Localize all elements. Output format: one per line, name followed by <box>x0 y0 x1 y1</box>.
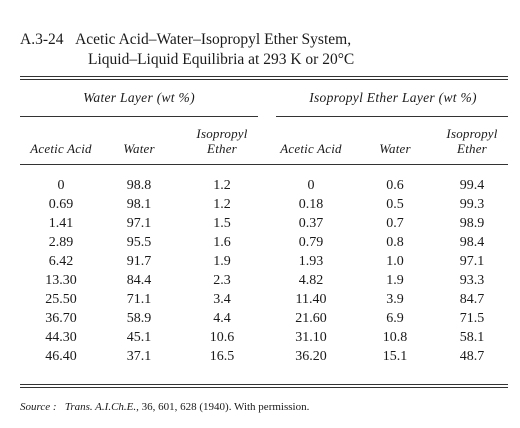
group-rule-ether <box>276 116 508 117</box>
cell-acetic-acid-ether-layer: 0 <box>307 178 315 193</box>
cell-water-water-layer: 45.1 <box>126 330 152 345</box>
cell-ether-ether-layer: 84.7 <box>459 292 485 307</box>
cell-ether-ether-layer: 98.9 <box>459 216 485 231</box>
column-header-water-ether-layer: Water <box>379 141 411 156</box>
cell-ether-water-layer: 16.5 <box>209 349 235 364</box>
cell-acetic-acid-ether-layer: 0.18 <box>298 197 324 212</box>
cell-ether-ether-layer: 93.3 <box>459 273 485 288</box>
cell-acetic-acid-ether-layer: 11.40 <box>295 292 327 307</box>
cell-ether-water-layer: 1.2 <box>213 178 231 193</box>
source-citation: 36, 601, 628 (1940). With permission. <box>141 401 310 413</box>
cell-water-ether-layer: 0.5 <box>386 197 404 212</box>
cell-water-water-layer: 95.5 <box>126 235 152 250</box>
cell-acetic-acid-ether-layer: 31.10 <box>295 330 327 345</box>
cell-water-water-layer: 91.7 <box>126 254 152 269</box>
bottom-rule <box>20 384 508 385</box>
cell-acetic-acid-ether-layer: 0.79 <box>298 235 324 250</box>
cell-acetic-acid-water-layer: 1.41 <box>48 216 74 231</box>
table-row: 44.30 45.1 10.6 31.10 10.8 58.1 <box>20 330 508 349</box>
top-rule-2 <box>20 79 508 80</box>
top-rule <box>20 76 508 77</box>
table-row: 25.50 71.1 3.4 11.40 3.9 84.7 <box>20 292 508 311</box>
cell-ether-ether-layer: 99.4 <box>459 178 485 193</box>
cell-water-water-layer: 97.1 <box>126 216 152 231</box>
cell-acetic-acid-water-layer: 13.30 <box>45 273 77 288</box>
table-row: 6.42 91.7 1.9 1.93 1.0 97.1 <box>20 254 508 273</box>
cell-ether-water-layer: 1.6 <box>213 235 231 250</box>
column-header-water-water-layer: Water <box>123 141 155 156</box>
cell-ether-water-layer: 10.6 <box>209 330 235 345</box>
table-number: A.3-24 <box>20 31 64 48</box>
title-line-2: Liquid–Liquid Equilibria at 293 K or 20°… <box>88 51 355 68</box>
cell-ether-water-layer: 3.4 <box>213 292 231 307</box>
cell-water-water-layer: 58.9 <box>126 311 152 326</box>
column-header-ether-water-layer: Isopropyl Ether <box>196 126 248 156</box>
cell-acetic-acid-water-layer: 25.50 <box>45 292 77 307</box>
source-journal: Trans. A.I.Ch.E., <box>64 401 139 413</box>
cell-ether-ether-layer: 98.4 <box>459 235 485 250</box>
cell-ether-ether-layer: 99.3 <box>459 197 485 212</box>
cell-water-ether-layer: 10.8 <box>382 330 408 345</box>
cell-acetic-acid-ether-layer: 36.20 <box>295 349 327 364</box>
cell-water-ether-layer: 0.6 <box>386 178 404 193</box>
cell-water-water-layer: 98.1 <box>126 197 152 212</box>
cell-water-ether-layer: 1.0 <box>386 254 404 269</box>
table-row: 0.69 98.1 1.2 0.18 0.5 99.3 <box>20 197 508 216</box>
table-row: 1.41 97.1 1.5 0.37 0.7 98.9 <box>20 216 508 235</box>
cell-ether-ether-layer: 71.5 <box>459 311 485 326</box>
title-line-1: A.3-24 Acetic Acid–Water–Isopropyl Ether… <box>20 30 354 50</box>
table-row: 46.40 37.1 16.5 36.20 15.1 48.7 <box>20 349 508 368</box>
cell-acetic-acid-water-layer: 6.42 <box>48 254 74 269</box>
table-row: 36.70 58.9 4.4 21.60 6.9 71.5 <box>20 311 508 330</box>
cell-ether-water-layer: 1.9 <box>213 254 231 269</box>
cell-acetic-acid-ether-layer: 4.82 <box>298 273 324 288</box>
bottom-rule-2 <box>20 387 508 388</box>
cell-ether-water-layer: 4.4 <box>213 311 231 326</box>
cell-ether-ether-layer: 97.1 <box>459 254 485 269</box>
column-header-acetic-acid-ether-layer: Acetic Acid <box>280 141 342 156</box>
cell-water-water-layer: 37.1 <box>126 349 152 364</box>
cell-water-ether-layer: 0.7 <box>386 216 404 231</box>
cell-acetic-acid-water-layer: 2.89 <box>48 235 74 250</box>
group-rule-water <box>20 116 258 117</box>
cell-acetic-acid-ether-layer: 0.37 <box>298 216 324 231</box>
table-title: A.3-24 Acetic Acid–Water–Isopropyl Ether… <box>20 30 354 70</box>
cell-water-water-layer: 84.4 <box>126 273 152 288</box>
cell-water-ether-layer: 15.1 <box>382 349 408 364</box>
cell-water-water-layer: 71.1 <box>126 292 152 307</box>
group-header-ether-layer: Isopropyl Ether Layer (wt %) <box>309 90 477 105</box>
column-header-ether-ether-layer: Isopropyl Ether <box>446 126 498 156</box>
header-rule <box>20 164 508 165</box>
cell-ether-ether-layer: 58.1 <box>459 330 485 345</box>
cell-acetic-acid-water-layer: 0 <box>57 178 65 193</box>
cell-acetic-acid-water-layer: 36.70 <box>45 311 77 326</box>
cell-ether-ether-layer: 48.7 <box>459 349 485 364</box>
source-label: Source : <box>20 401 57 413</box>
cell-ether-water-layer: 2.3 <box>213 273 231 288</box>
cell-water-ether-layer: 3.9 <box>386 292 404 307</box>
cell-acetic-acid-water-layer: 0.69 <box>48 197 74 212</box>
cell-acetic-acid-water-layer: 46.40 <box>45 349 77 364</box>
cell-water-ether-layer: 0.8 <box>386 235 404 250</box>
cell-water-ether-layer: 1.9 <box>386 273 404 288</box>
cell-water-water-layer: 98.8 <box>126 178 152 193</box>
group-header-water-layer: Water Layer (wt %) <box>83 90 195 105</box>
table-row: 0 98.8 1.2 0 0.6 99.4 <box>20 178 508 197</box>
title-text-1: Acetic Acid–Water–Isopropyl Ether System… <box>75 31 352 48</box>
table-row: 13.30 84.4 2.3 4.82 1.9 93.3 <box>20 273 508 292</box>
table-row: 2.89 95.5 1.6 0.79 0.8 98.4 <box>20 235 508 254</box>
cell-acetic-acid-ether-layer: 1.93 <box>298 254 324 269</box>
cell-acetic-acid-water-layer: 44.30 <box>45 330 77 345</box>
cell-water-ether-layer: 6.9 <box>386 311 404 326</box>
cell-acetic-acid-ether-layer: 21.60 <box>295 311 327 326</box>
source-note: Source : Trans. A.I.Ch.E., 36, 601, 628 … <box>20 401 309 413</box>
cell-ether-water-layer: 1.2 <box>213 197 231 212</box>
column-header-acetic-acid-water-layer: Acetic Acid <box>30 141 92 156</box>
cell-ether-water-layer: 1.5 <box>213 216 231 231</box>
